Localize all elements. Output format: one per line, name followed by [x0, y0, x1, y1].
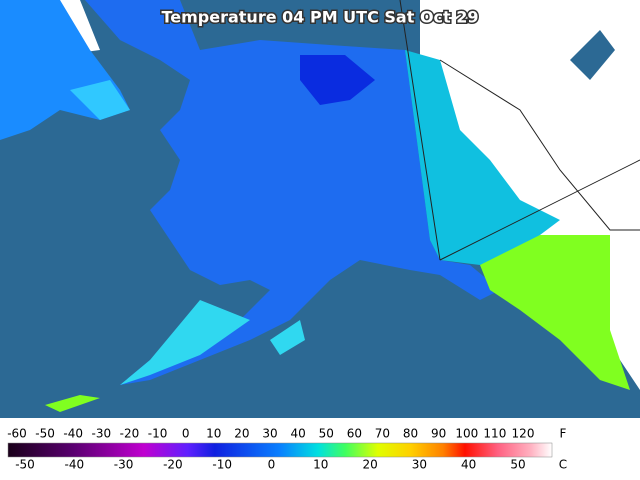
celsius-label: 10 — [313, 458, 328, 472]
celsius-unit: C — [559, 458, 567, 472]
aleutians — [45, 395, 100, 412]
fahrenheit-label: 10 — [206, 427, 221, 441]
southeast-mix — [405, 50, 560, 265]
arctic-island — [60, 0, 100, 52]
kodiak — [270, 320, 305, 355]
celsius-label: -50 — [15, 458, 35, 472]
fahrenheit-unit: F — [560, 427, 567, 441]
fahrenheit-label: 20 — [234, 427, 249, 441]
chukotka-coast — [70, 80, 130, 120]
peninsula-warm — [120, 300, 250, 385]
fahrenheit-label: 0 — [182, 427, 190, 441]
fahrenheit-label: -40 — [63, 427, 83, 441]
fahrenheit-label: 90 — [431, 427, 446, 441]
lake — [570, 30, 615, 80]
fahrenheit-label: 40 — [290, 427, 305, 441]
cold-core — [300, 55, 375, 105]
fahrenheit-label: 120 — [512, 427, 535, 441]
celsius-label: 20 — [362, 458, 377, 472]
celsius-label: 30 — [412, 458, 427, 472]
map: Temperature 04 PM UTC Sat Oct 29 — [0, 0, 640, 418]
celsius-label: -30 — [114, 458, 134, 472]
map-title: Temperature 04 PM UTC Sat Oct 29 — [161, 8, 478, 27]
fahrenheit-label: 30 — [262, 427, 277, 441]
fahrenheit-label: -20 — [120, 427, 140, 441]
celsius-label: 40 — [461, 458, 476, 472]
fahrenheit-label: 100 — [455, 427, 478, 441]
color-legend: F C -60 -50 -40 -30 -20 -10 0 10 20 30 40 50 60 70 80 9… — [7, 427, 567, 472]
alaska — [85, 0, 500, 385]
celsius-label: -40 — [64, 458, 84, 472]
border-lines — [399, 0, 640, 261]
celsius-label: -10 — [212, 458, 232, 472]
fahrenheit-label: 80 — [403, 427, 418, 441]
fahrenheit-label: 50 — [319, 427, 334, 441]
fahrenheit-label: -60 — [7, 427, 27, 441]
fahrenheit-label: 70 — [375, 427, 390, 441]
fahrenheit-label: 110 — [483, 427, 506, 441]
celsius-label: -20 — [163, 458, 183, 472]
fahrenheit-label: -30 — [92, 427, 112, 441]
color-scale — [7, 442, 553, 458]
fahrenheit-label: -10 — [148, 427, 168, 441]
celsius-label: 0 — [268, 458, 276, 472]
celsius-label: 50 — [510, 458, 525, 472]
fahrenheit-label: -50 — [35, 427, 55, 441]
fahrenheit-label: 60 — [347, 427, 362, 441]
panhandle — [480, 235, 630, 390]
